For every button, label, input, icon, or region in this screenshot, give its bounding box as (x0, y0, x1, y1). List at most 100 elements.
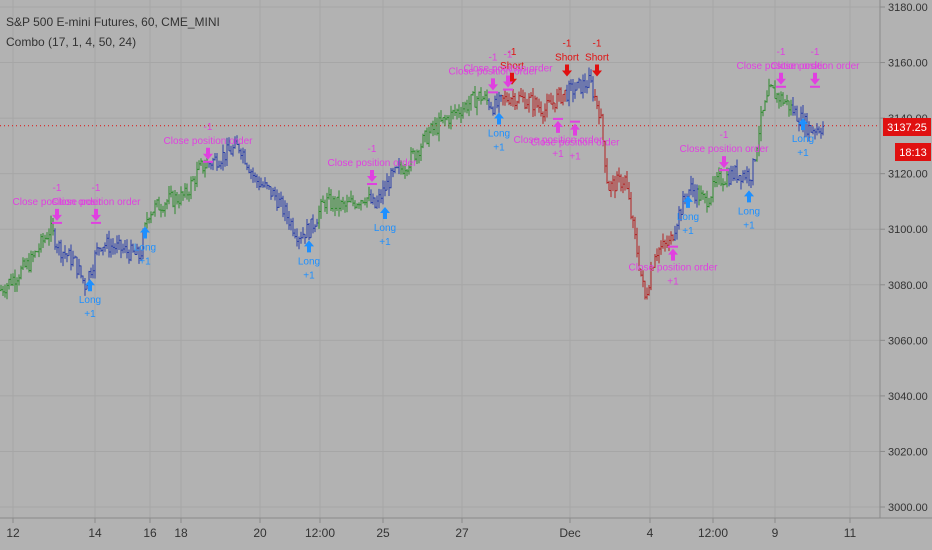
long-label: Long (738, 206, 760, 217)
close-qty: +1 (552, 149, 564, 160)
long-label: Long (374, 223, 396, 234)
long-qty: +1 (797, 148, 809, 159)
close-qty: +1 (667, 277, 679, 288)
short-label: Short (555, 52, 579, 63)
close-label: Close position order (52, 197, 142, 208)
price-tick-label: 3180.00 (888, 2, 928, 14)
close-label: Close position order (531, 138, 621, 149)
long-qty: +1 (682, 226, 694, 237)
long-qty: +1 (139, 256, 151, 267)
long-label: Long (298, 256, 320, 267)
time-tick-label: 25 (376, 526, 390, 540)
close-label: Close position order (737, 61, 827, 72)
close-arrow-icon (570, 123, 580, 136)
close-qty: -1 (811, 47, 820, 58)
price-tick-label: 3080.00 (888, 280, 928, 292)
close-label: Close position order (13, 197, 103, 208)
close-qty: +1 (569, 152, 581, 163)
short-qty: -1 (593, 38, 602, 49)
long-arrow-icon (798, 118, 808, 131)
close-arrow-icon (367, 170, 377, 182)
close-label: Close position order (164, 136, 254, 147)
time-tick-label: 18 (174, 526, 188, 540)
price-tick-label: 3060.00 (888, 335, 928, 347)
time-tick-label: Dec (559, 526, 580, 540)
close-label: Close position order (328, 158, 418, 169)
close-arrow-icon (52, 208, 62, 221)
long-qty: +1 (493, 143, 505, 154)
time-tick-label: 4 (647, 526, 654, 540)
short-qty: -1 (563, 38, 572, 49)
long-arrow-icon (85, 279, 95, 292)
long-arrow-icon (304, 240, 314, 253)
long-label: Long (488, 129, 510, 140)
long-label: Long (792, 134, 814, 145)
last-price-badge: 3137.25 18:13 (883, 118, 931, 161)
close-qty: -1 (489, 52, 498, 63)
price-tick-label: 3040.00 (888, 391, 928, 403)
close-arrow-icon (553, 120, 563, 133)
long-arrow-icon (380, 207, 390, 219)
close-label: Close position order (629, 263, 719, 274)
long-arrow-icon (683, 195, 693, 208)
close-arrow-icon (488, 78, 498, 91)
close-arrow-icon (668, 248, 678, 261)
price-tick-label: 3160.00 (888, 58, 928, 70)
long-arrow-icon (140, 226, 150, 239)
indicator-title[interactable]: Combo (17, 1, 4, 50, 24) (6, 35, 136, 49)
close-arrow-icon (719, 156, 729, 169)
time-tick-label: 12 (6, 526, 20, 540)
close-qty: -1 (720, 130, 729, 141)
last-price-label: 3137.25 (887, 122, 927, 134)
long-arrow-icon (494, 112, 504, 125)
price-axis[interactable]: 3000.00 3020.00 3040.00 3060.00 3080.00 3100.… (880, 2, 928, 514)
close-label: Close position order (514, 135, 604, 146)
time-tick-label: 12:00 (305, 526, 335, 540)
close-arrow-icon (810, 72, 820, 85)
long-qty: +1 (84, 309, 96, 320)
close-qty: -1 (204, 122, 213, 133)
long-arrow-icon (744, 190, 754, 203)
close-label: Close position order (449, 66, 539, 77)
price-tick-label: 3120.00 (888, 169, 928, 181)
close-qty: -1 (92, 183, 101, 194)
close-arrow-icon (503, 75, 513, 88)
close-label: Close position order (771, 61, 861, 72)
price-tick-label: 3100.00 (888, 224, 928, 236)
bar-countdown-label: 18:13 (899, 147, 927, 159)
price-tick-label: 3020.00 (888, 446, 928, 458)
long-qty: +1 (379, 237, 391, 248)
short-label: Short (500, 61, 524, 72)
short-arrow-icon (562, 64, 572, 77)
close-label: Close position order (680, 144, 770, 155)
ohlc-bars (0, 67, 824, 300)
time-tick-label: 12:00 (698, 526, 728, 540)
long-label: Long (134, 242, 156, 253)
close-qty: -1 (777, 47, 786, 58)
time-tick-label: 20 (253, 526, 267, 540)
close-qty: -1 (504, 50, 513, 61)
short-label: Short (585, 52, 609, 63)
close-arrow-icon (776, 72, 786, 85)
time-tick-label: 16 (143, 526, 157, 540)
time-tick-label: 27 (455, 526, 469, 540)
close-arrow-icon (203, 147, 213, 160)
long-qty: +1 (303, 270, 315, 281)
short-arrow-icon (592, 64, 602, 77)
long-label: Long (677, 212, 699, 223)
time-tick-label: 11 (844, 526, 857, 540)
close-label: Close position order (464, 64, 554, 75)
time-axis[interactable]: 12 14 16 18 20 12:00 25 27 Dec 4 12:00 9 11 (6, 518, 857, 540)
time-tick-label: 9 (772, 526, 779, 540)
close-arrow-icon (91, 208, 101, 221)
short-qty: -1 (508, 47, 517, 58)
long-qty: +1 (743, 220, 755, 231)
long-label: Long (79, 295, 101, 306)
close-qty: -1 (53, 183, 62, 194)
close-qty: -1 (368, 144, 377, 155)
symbol-title[interactable]: S&P 500 E-mini Futures, 60, CME_MINI (6, 15, 220, 29)
time-tick-label: 14 (88, 526, 102, 540)
